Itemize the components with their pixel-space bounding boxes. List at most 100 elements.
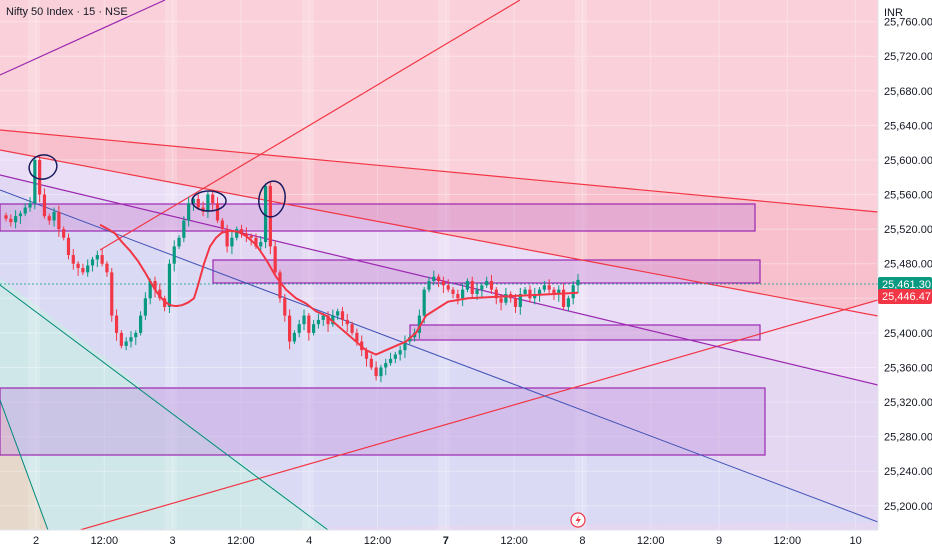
candle-body xyxy=(393,354,397,359)
trendline-navy[interactable] xyxy=(0,189,878,523)
candle-body xyxy=(369,358,373,368)
last-price-tag: 25,461.30 xyxy=(878,277,932,292)
session-col-3 xyxy=(302,0,314,530)
candle-body xyxy=(302,315,306,325)
price-tick-label: 25,240.00 xyxy=(884,466,932,478)
zone-bottom[interactable] xyxy=(0,387,766,456)
candle-body xyxy=(172,246,176,264)
candle-body xyxy=(215,203,220,221)
candle-body xyxy=(244,233,248,237)
candle-body xyxy=(263,185,268,243)
symbol-title: Nifty 50 Index · 15 · NSE xyxy=(6,6,128,18)
candle-body xyxy=(158,289,162,299)
ma-price-tag-bg xyxy=(878,289,932,304)
price-tick-label: 25,320.00 xyxy=(884,397,932,409)
candle-body xyxy=(143,298,147,316)
moving-average xyxy=(99,223,579,356)
candle-body xyxy=(134,332,138,338)
candle-body xyxy=(254,237,258,247)
time-axis-bg xyxy=(0,530,932,550)
candle-body xyxy=(336,311,340,316)
candle-body xyxy=(480,285,484,290)
candle-body xyxy=(76,263,80,269)
time-tick-label: 12:00 xyxy=(364,535,392,547)
trendline-teal[interactable] xyxy=(0,284,329,530)
candle-body xyxy=(196,198,200,208)
annotation-circle-1[interactable] xyxy=(26,152,59,182)
annotation-circle-2[interactable] xyxy=(191,190,227,212)
ma-price-label: 25,446.47 xyxy=(882,291,931,303)
trendline-purple-top[interactable] xyxy=(0,0,166,76)
price-tick-label: 25,720.00 xyxy=(884,51,932,63)
candle-body xyxy=(52,211,56,221)
candle-body xyxy=(456,293,460,299)
candle-body xyxy=(470,280,474,294)
candle-body xyxy=(105,263,109,273)
time-tick-label: 10 xyxy=(849,535,861,547)
candle-body xyxy=(110,272,114,316)
time-tick-label: 9 xyxy=(716,535,722,547)
candle-body xyxy=(225,229,229,247)
candle-body xyxy=(528,289,532,299)
last-price-label: 25,461.30 xyxy=(882,279,931,291)
candle-body xyxy=(321,315,325,320)
candle-body xyxy=(427,280,431,290)
candle-body xyxy=(259,242,263,247)
candle-body xyxy=(398,350,402,355)
time-tick-label: 2 xyxy=(33,535,39,547)
candle-body xyxy=(90,259,95,266)
price-axis-bg xyxy=(878,0,932,550)
candle-body xyxy=(129,337,133,342)
candle-body xyxy=(326,315,330,325)
time-tick-label: 3 xyxy=(170,535,176,547)
candle-body xyxy=(485,280,489,286)
lightning-icon[interactable] xyxy=(570,512,586,528)
candle-body xyxy=(523,289,527,294)
time-tick-label: 4 xyxy=(306,535,312,547)
price-tick-labels: 25,760.00 25,720.00 25,680.00 25,640.00 25,6… xyxy=(884,17,932,513)
candle-body xyxy=(9,218,13,223)
candle-body xyxy=(566,298,570,307)
candle-body xyxy=(81,268,85,273)
annotation-circle-3[interactable] xyxy=(256,179,288,219)
price-tick-label: 25,600.00 xyxy=(884,155,932,167)
trendline-red-upper[interactable] xyxy=(0,129,878,213)
candle-body xyxy=(100,255,104,264)
trendline-red-middle[interactable] xyxy=(0,149,878,317)
bg-top-pink xyxy=(0,0,878,212)
candle-body xyxy=(206,194,210,212)
candle-body xyxy=(504,293,508,303)
trendline-teal-short[interactable] xyxy=(0,399,49,530)
time-tick-label: 12:00 xyxy=(500,535,528,547)
candle-body xyxy=(547,285,551,290)
trendline-red-lower[interactable] xyxy=(79,299,878,530)
trendline-red-steep[interactable] xyxy=(99,0,521,251)
zone-lower[interactable] xyxy=(409,324,761,341)
candle-body xyxy=(422,289,426,316)
candle-body xyxy=(552,289,556,294)
price-axis[interactable]: INR 25,760.00 25,720.00 25,680.00 25,640.00… xyxy=(877,0,932,550)
candle-body xyxy=(187,203,191,221)
price-tick-label: 25,760.00 xyxy=(884,17,932,29)
trend-lines xyxy=(0,0,878,530)
candle-body xyxy=(114,315,119,333)
zones xyxy=(0,203,766,456)
candle-body xyxy=(220,220,224,230)
price-tick-label: 25,560.00 xyxy=(884,190,932,202)
time-tick-labels: 2 12:00 3 12:00 4 12:00 7 12:00 8 12:00 9 12:00 10 xyxy=(33,535,862,547)
candle-body xyxy=(33,159,37,204)
candle-body xyxy=(571,285,575,299)
bg-blue-region xyxy=(0,190,878,530)
time-axis[interactable]: 2 12:00 3 12:00 4 12:00 7 12:00 8 12:00 9 12:00 10 xyxy=(0,529,932,550)
candle-body xyxy=(465,280,470,290)
candle-body xyxy=(182,220,186,238)
zone-upper[interactable] xyxy=(0,203,756,232)
candle-body xyxy=(379,367,383,377)
price-tick-label: 25,480.00 xyxy=(884,259,932,271)
candle-body xyxy=(533,293,537,299)
price-tick-label: 25,520.00 xyxy=(884,224,932,236)
candle-body xyxy=(316,319,321,325)
price-tick-label: 25,680.00 xyxy=(884,86,932,98)
